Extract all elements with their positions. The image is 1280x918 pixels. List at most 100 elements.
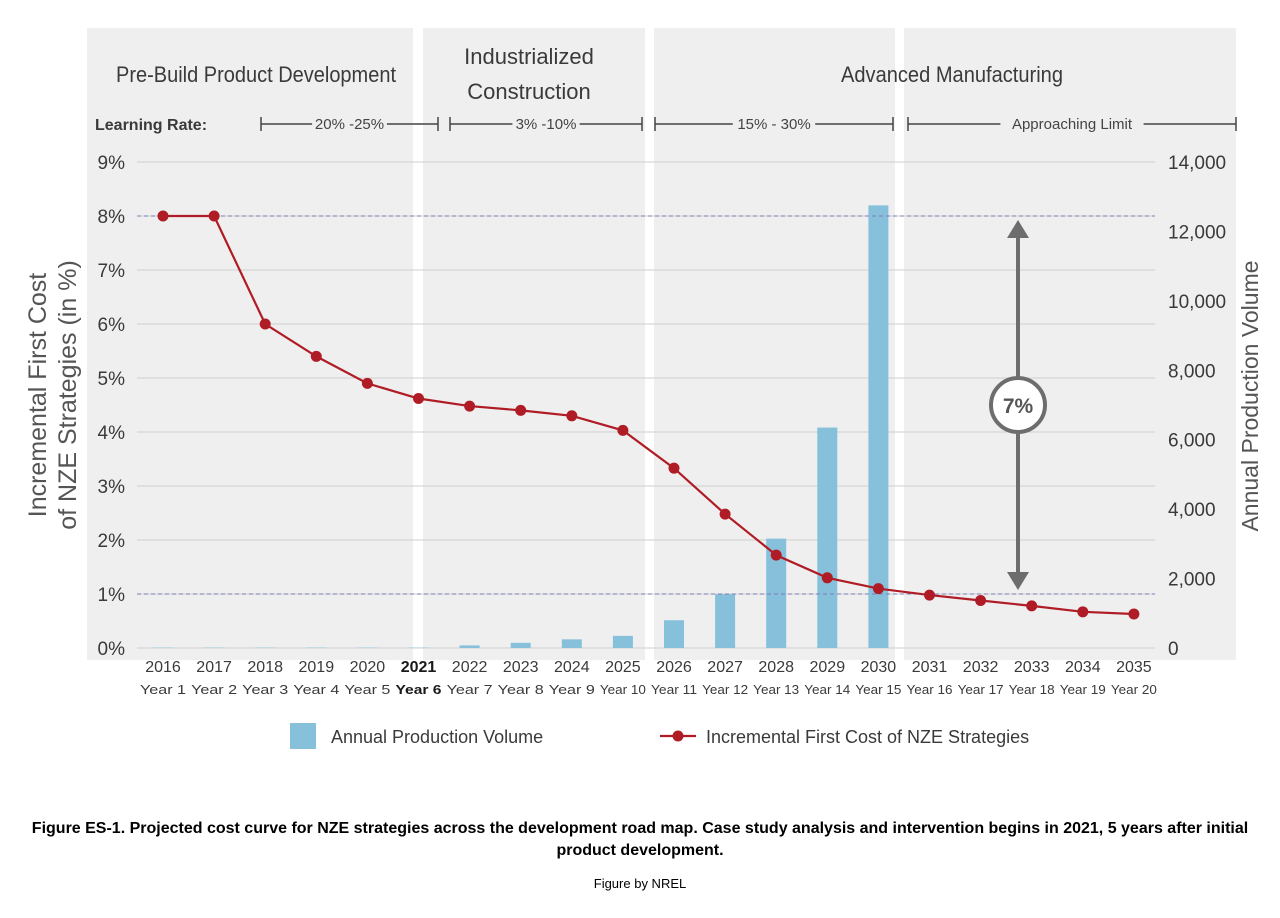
point-cost-2035 [1128, 608, 1140, 620]
point-cost-2018 [259, 318, 271, 330]
line-cost-series [163, 214, 1134, 616]
learning-rate-value: Approaching Limit [1012, 116, 1133, 133]
x-tick-sublabel: Year 12 [702, 682, 748, 697]
phase-title-1: Pre-Build Product Development [116, 62, 396, 87]
y-left-tick-label: 6% [98, 315, 126, 336]
phase-title-line: Construction [467, 79, 591, 104]
point-cost-2029 [821, 572, 833, 584]
legend-label-line: Incremental First Cost of NZE Strategies [706, 727, 1029, 747]
bar-production-2023 [510, 642, 531, 648]
bar-production-2024 [561, 639, 582, 648]
x-tick-sublabel: Year 4 [293, 682, 339, 697]
x-tick-year-2024: 2024 [554, 659, 590, 676]
point-cost-2016 [157, 210, 169, 222]
phase-panel-1 [87, 28, 413, 660]
x-tick-year-2021: 2021 [401, 659, 437, 676]
learning-rate-range-2: 3% -10% [449, 116, 643, 133]
x-tick-sublabel: Year 16 [907, 682, 953, 697]
x-tick-sublabel: Year 2 [191, 682, 237, 697]
learning-rate-range-4: Approaching Limit [907, 116, 1237, 133]
point-cost-2033 [1026, 600, 1038, 612]
bar-production-2022 [459, 645, 480, 648]
point-cost-2023 [515, 404, 527, 416]
y-right-axis-label: Annual Production Volume [1237, 260, 1263, 531]
x-tick-year-2020: 2020 [350, 659, 386, 676]
phase-title-3: Advanced Manufacturing [841, 62, 1063, 87]
x-tick-sublabel: Year 10 [600, 682, 646, 697]
x-tick-sublabel: Year 5 [344, 682, 390, 697]
point-cost-2032 [975, 594, 987, 606]
y-right-tick-label: 10,000 [1168, 292, 1226, 313]
y-left-tick-label: 3% [98, 477, 126, 498]
annotation-label: 7% [1003, 395, 1034, 418]
y-right-tick-label: 12,000 [1168, 222, 1226, 243]
point-cost-2031 [924, 589, 935, 601]
phase-title-line: Industrialized [464, 44, 594, 69]
bar-production-2025 [612, 635, 633, 648]
chart: Pre-Build Product Development Industriali… [24, 28, 1263, 749]
x-tick-sublabel: Year 19 [1060, 682, 1106, 697]
point-cost-2024 [566, 410, 578, 422]
point-cost-2027 [719, 508, 731, 520]
x-tick-sublabel: Year 3 [242, 682, 288, 697]
y-left-tick-label: 5% [98, 369, 126, 390]
x-tick-year-2016: 2016 [145, 659, 181, 676]
point-cost-2022 [464, 400, 476, 412]
y-right-tick-label: 6,000 [1168, 431, 1216, 452]
y-left-tick-label: 0% [98, 639, 126, 660]
x-tick-year-2026: 2026 [656, 659, 692, 676]
y-right-tick-label: 2,000 [1168, 570, 1216, 591]
x-tick-year-2028: 2028 [758, 659, 794, 676]
point-cost-2025 [617, 424, 629, 436]
bar-production-2027 [715, 594, 736, 648]
y-left-axis-label: Incremental First Cost of NZE Strategies … [24, 260, 82, 530]
x-tick-year-2019: 2019 [299, 659, 335, 676]
learning-rate-range-1: 20% -25% [260, 116, 439, 133]
point-cost-2026 [668, 462, 680, 474]
legend-swatch-bar [290, 723, 316, 749]
x-tick-year-2023: 2023 [503, 659, 539, 676]
x-tick-sublabel: Year 17 [958, 682, 1004, 697]
x-tick-sublabel: Year 9 [549, 682, 595, 697]
learning-rate-value: 20% -25% [315, 116, 384, 133]
y-left-tick-label: 4% [98, 423, 126, 444]
point-cost-2017 [208, 210, 220, 222]
x-tick-sublabel: Year 20 [1111, 682, 1157, 697]
x-tick-year-2029: 2029 [810, 659, 846, 676]
point-cost-2030 [872, 583, 884, 595]
phase-title-2: Industrialized Construction [464, 44, 594, 104]
bar-production-2030 [868, 205, 889, 648]
y-left-axis-label-line: of NZE Strategies (in %) [54, 260, 82, 530]
learning-rate-range-3: 15% - 30% [654, 116, 894, 133]
y-right-tick-label: 0 [1168, 639, 1179, 660]
y-left-tick-label: 9% [98, 153, 126, 174]
x-tick-sublabel: Year 14 [804, 682, 850, 697]
x-tick-year-2031: 2031 [912, 659, 948, 676]
y-left-tick-label: 8% [98, 207, 126, 228]
learning-rate-value: 3% -10% [516, 116, 577, 133]
y-right-tick-label: 8,000 [1168, 361, 1216, 382]
x-tick-sublabel: Year 15 [855, 682, 901, 697]
x-tick-year-2018: 2018 [247, 659, 283, 676]
legend-swatch-marker [672, 730, 684, 742]
x-tick-year-2025: 2025 [605, 659, 641, 676]
y-left-tick-label: 7% [98, 261, 126, 282]
arrow-head-up [1007, 220, 1029, 238]
x-tick-year-2027: 2027 [707, 659, 743, 676]
y-left-axis-label-line: Incremental First Cost [24, 273, 52, 518]
y-right-tick-label: 4,000 [1168, 500, 1216, 521]
x-tick-sublabel: Year 8 [498, 682, 544, 697]
learning-rate-label: Learning Rate: [95, 117, 207, 134]
bar-production-2029 [817, 427, 838, 648]
arrow-head-down [1007, 572, 1029, 590]
x-tick-year-2022: 2022 [452, 659, 488, 676]
x-tick-sublabel: Year 13 [753, 682, 799, 697]
bar-production-2026 [664, 620, 684, 648]
x-tick-year-2035: 2035 [1116, 659, 1152, 676]
annotation-circle [989, 376, 1047, 434]
learning-rate-value: 15% - 30% [737, 116, 810, 133]
point-cost-2021 [413, 393, 424, 405]
legend-label-bar: Annual Production Volume [331, 727, 543, 747]
point-cost-2020 [361, 377, 373, 389]
phase-panel-4 [904, 28, 1236, 660]
